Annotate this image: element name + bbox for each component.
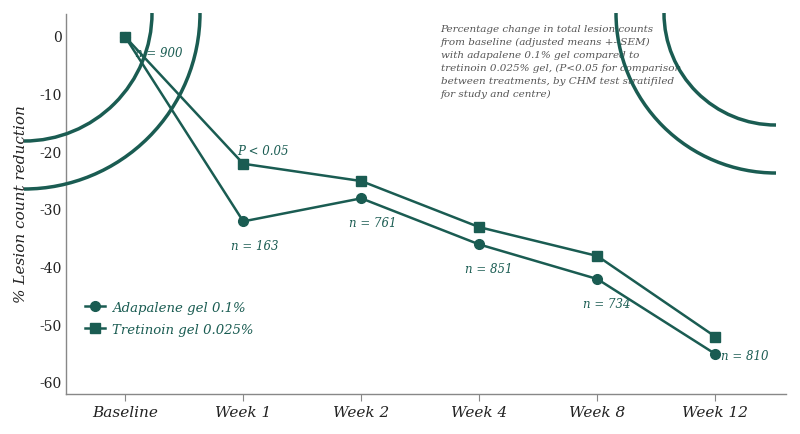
- Legend: Adapalene gel 0.1%, Tretinoin gel 0.025%: Adapalene gel 0.1%, Tretinoin gel 0.025%: [80, 295, 258, 342]
- Text: n = 851: n = 851: [465, 263, 513, 276]
- Text: Percentage change in total lesion counts
from baseline (adjusted means +- SEM)
w: Percentage change in total lesion counts…: [441, 25, 681, 99]
- Y-axis label: % Lesion count reduction: % Lesion count reduction: [14, 105, 28, 303]
- Text: n = 810: n = 810: [722, 350, 769, 363]
- Text: n = 900: n = 900: [134, 47, 182, 60]
- Text: P < 0.05: P < 0.05: [238, 145, 289, 158]
- Text: n = 761: n = 761: [350, 217, 397, 230]
- Text: n = 734: n = 734: [583, 298, 630, 311]
- Text: n = 163: n = 163: [231, 240, 279, 253]
